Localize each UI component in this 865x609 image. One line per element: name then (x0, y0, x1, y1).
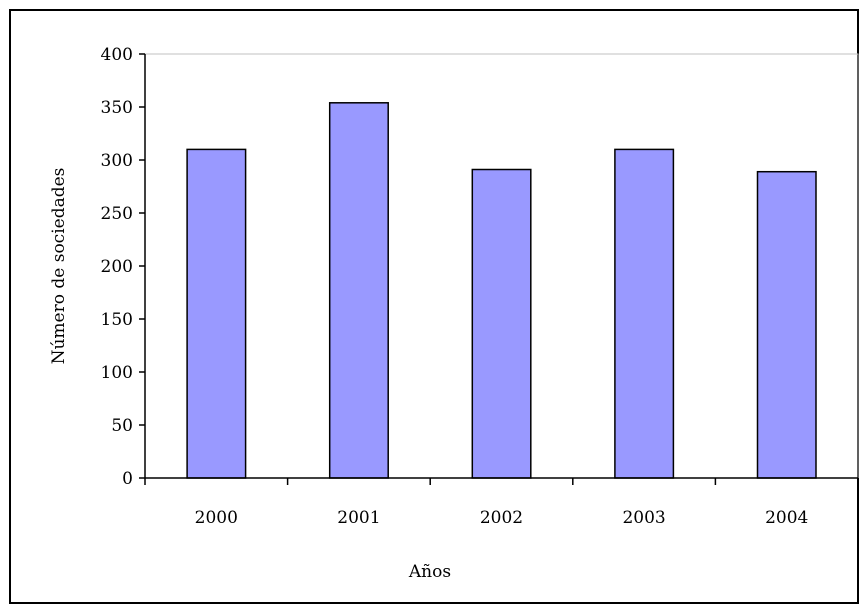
y-tick-label: 150 (101, 310, 133, 330)
x-tick-label: 2000 (195, 508, 238, 528)
x-tick-label: 2004 (765, 508, 808, 528)
x-tick-labels: 2000 2001 2002 2003 2004 (195, 508, 809, 528)
y-tick-label: 250 (101, 204, 133, 224)
axes-group (139, 53, 859, 485)
x-axis-title: Años (408, 562, 451, 582)
y-tick-label: 350 (101, 98, 133, 118)
bars-group (186, 102, 817, 479)
y-axis-title: Número de sociedades (49, 168, 69, 365)
x-tick-label: 2002 (480, 508, 523, 528)
y-tick-labels: 0 50 100 150 200 250 300 350 400 (101, 45, 133, 489)
y-tick-label: 100 (101, 363, 133, 383)
y-tick-label: 200 (101, 257, 133, 277)
y-tick-label: 300 (101, 151, 133, 171)
y-tick-label: 400 (101, 45, 133, 65)
bar-2001 (328, 102, 389, 479)
bar-2000 (186, 148, 247, 479)
bar-2003 (614, 148, 675, 479)
y-tick-label: 50 (111, 416, 133, 436)
bar-2002 (471, 168, 532, 479)
y-tick-label: 0 (122, 469, 133, 489)
x-tick-label: 2003 (622, 508, 665, 528)
bar-2004 (756, 170, 817, 479)
x-tick-label: 2001 (337, 508, 380, 528)
chart-frame (9, 9, 859, 604)
